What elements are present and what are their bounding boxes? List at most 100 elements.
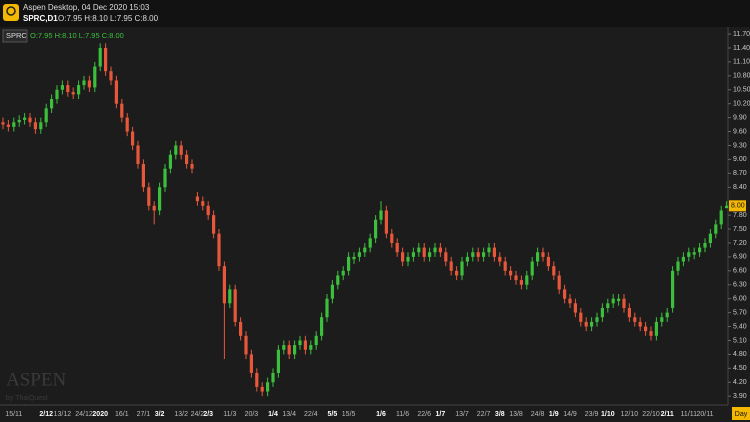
x-tick-label: 13/2 — [174, 411, 188, 418]
candle-body — [190, 164, 194, 169]
candle-body — [546, 256, 550, 267]
candle-body — [87, 80, 91, 88]
x-tick-label: 24/12 — [75, 411, 93, 418]
candle-body — [487, 247, 491, 253]
candle-body — [579, 312, 583, 322]
x-tick-label: 22/7 — [477, 411, 491, 418]
x-tick-label: 13/7 — [455, 411, 469, 418]
candle-body — [287, 345, 291, 355]
candle-body — [557, 275, 561, 290]
y-tick-label: 5.40 — [733, 323, 747, 330]
candle-body — [568, 298, 572, 304]
x-tick-label: 20/11 — [697, 411, 714, 418]
legend-box — [2, 29, 28, 43]
candle-body — [471, 252, 475, 257]
candle-body — [498, 256, 502, 262]
candle-body — [698, 247, 702, 253]
x-axis-label-box — [732, 407, 750, 420]
candle-body — [406, 256, 410, 262]
x-tick-label: 11/11 — [681, 411, 698, 418]
candle-body — [104, 47, 108, 72]
candle-body — [33, 122, 37, 130]
y-tick-label: 5.10 — [733, 337, 747, 344]
candle-body — [563, 289, 567, 299]
candle-body — [125, 117, 129, 132]
candle-body — [244, 335, 248, 355]
candle-body — [239, 321, 243, 336]
x-tick-label: 2/11 — [661, 411, 674, 418]
x-tick-label: 24/2 — [191, 411, 205, 418]
candle-body — [201, 201, 205, 206]
candle-body — [131, 131, 135, 146]
candle-body — [93, 66, 97, 88]
candle-body — [384, 210, 388, 234]
candle-body — [71, 92, 75, 95]
candle-body — [293, 345, 297, 355]
candle-body — [298, 340, 302, 346]
candle-body — [249, 354, 253, 373]
candle-body — [206, 205, 210, 216]
candle-body — [282, 345, 286, 350]
candle-body — [449, 261, 453, 271]
candle-body — [654, 321, 658, 336]
candle-body — [600, 307, 604, 318]
x-tick-label: 20/3 — [245, 411, 259, 418]
price-tag: 8.00 — [731, 203, 745, 210]
x-tick-label: 1/4 — [268, 411, 278, 418]
candle-body — [660, 317, 664, 322]
candle-body — [147, 187, 151, 206]
candle-body — [714, 224, 718, 234]
x-tick-label: 22/6 — [417, 411, 431, 418]
candle-body — [44, 108, 48, 123]
candle-body — [422, 247, 426, 257]
candle-body — [476, 252, 480, 257]
candle-body — [212, 215, 216, 234]
y-tick-label: 10.80 — [733, 73, 750, 80]
y-tick-label: 8.40 — [733, 184, 747, 191]
candle-body — [28, 117, 32, 123]
y-tick-label: 10.20 — [733, 101, 750, 108]
candle-body — [411, 252, 415, 257]
candle-body — [6, 124, 10, 127]
candle-body — [341, 270, 345, 276]
watermark-byline: by ThaiQuest — [6, 395, 48, 402]
x-tick-label: 1/7 — [436, 411, 446, 418]
x-tick-label: 11/3 — [223, 411, 236, 418]
candle-body — [303, 340, 307, 350]
y-tick-label: 9.60 — [733, 128, 747, 135]
x-tick-label: 14/9 — [563, 411, 577, 418]
x-tick-label: 22/4 — [304, 411, 318, 418]
y-tick-label: 11.40 — [733, 45, 750, 52]
candle-body — [325, 298, 329, 318]
candle-body — [336, 275, 340, 285]
candle-body — [627, 307, 631, 318]
candle-body — [649, 331, 653, 336]
header-bar — [0, 0, 750, 27]
candle-body — [374, 219, 378, 239]
x-tick-label: 13/12 — [54, 411, 72, 418]
candle-body — [509, 270, 513, 276]
candle-body — [98, 47, 102, 67]
x-tick-label: 16/1 — [115, 411, 129, 418]
candle-body — [357, 252, 361, 257]
x-tick-label: 15/11 — [5, 411, 22, 418]
x-tick-label: 1/9 — [549, 411, 559, 418]
legend-ohlc: O:7.95 H:8.10 L:7.95 C:8.00 — [30, 31, 124, 40]
y-tick-label: 7.50 — [733, 226, 747, 233]
candle-body — [536, 252, 540, 262]
y-tick-label: 7.20 — [733, 240, 747, 247]
candle-body — [266, 382, 270, 392]
candle-body — [492, 247, 496, 257]
candle-body — [519, 280, 523, 285]
candle-body — [460, 261, 464, 276]
x-tick-label: 13/8 — [509, 411, 523, 418]
x-tick-label: 5/5 — [328, 411, 338, 418]
candle-body — [541, 252, 545, 257]
window-title: Aspen Desktop, 04 Dec 2020 15:03 — [23, 3, 150, 12]
candle-body — [276, 349, 280, 373]
x-tick-label: 15/5 — [342, 411, 356, 418]
y-tick-label: 9.00 — [733, 156, 747, 163]
x-tick-label: 13/4 — [282, 411, 296, 418]
candle-body — [379, 210, 383, 220]
